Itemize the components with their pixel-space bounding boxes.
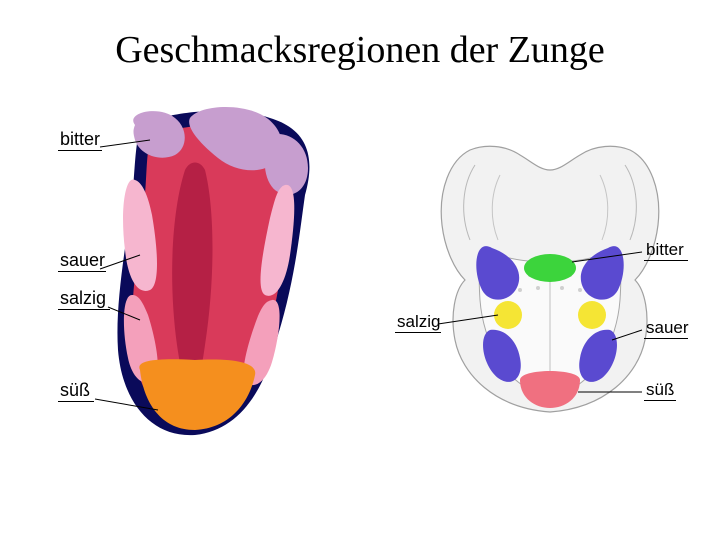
right-tongue-diagram [420, 140, 680, 440]
left-tongue-diagram [40, 100, 360, 460]
left-underline-suess [58, 401, 94, 402]
left-label-bitter: bitter [60, 129, 100, 150]
right-label-suess: süß [646, 380, 674, 400]
right-label-salzig: salzig [397, 312, 440, 332]
left-underline-bitter [58, 150, 102, 151]
page-title: Geschmacksregionen der Zunge [0, 28, 720, 72]
right-label-bitter: bitter [646, 240, 684, 260]
right-label-sauer: sauer [646, 318, 689, 338]
diagram-container: bitter sauer salzig süß [0, 100, 720, 520]
left-label-suess: süß [60, 380, 90, 401]
right-underline-salzig [395, 332, 441, 333]
right-underline-suess [644, 400, 676, 401]
left-underline-sauer [58, 271, 106, 272]
left-label-sauer: sauer [60, 250, 105, 271]
right-underline-bitter [644, 260, 688, 261]
left-underline-salzig [58, 309, 110, 310]
left-label-salzig: salzig [60, 288, 106, 309]
right-underline-sauer [644, 338, 688, 339]
